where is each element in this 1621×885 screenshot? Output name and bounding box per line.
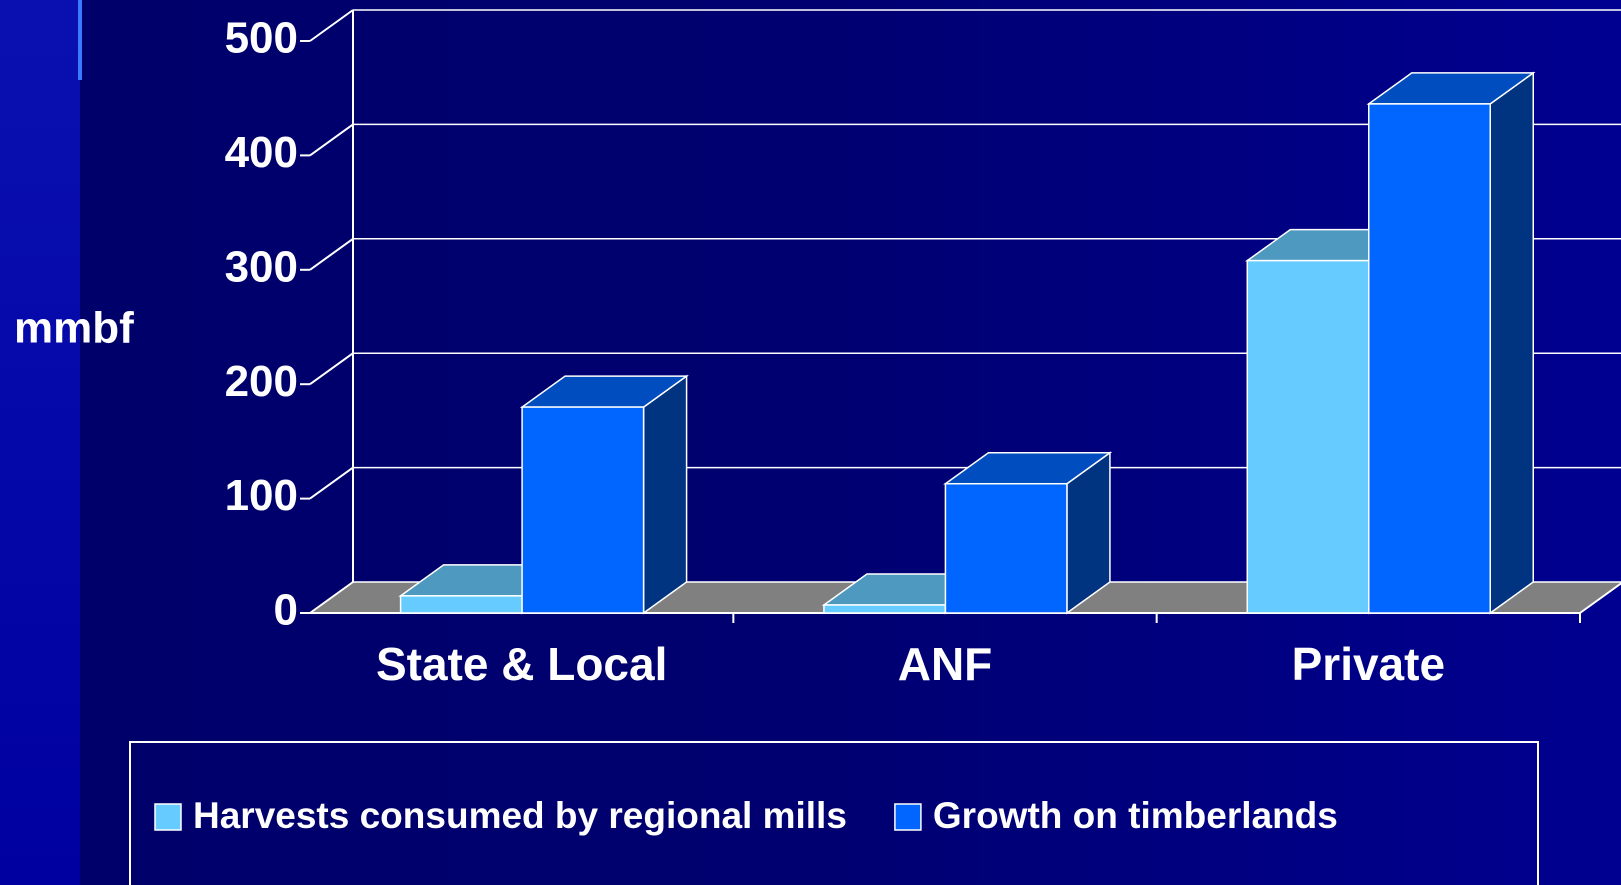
legend-label: Growth on timberlands	[933, 795, 1338, 836]
bar	[521, 406, 645, 614]
side-strip	[0, 0, 80, 885]
x-tick-label: Private	[1292, 638, 1445, 690]
bar-side	[642, 374, 688, 615]
bar	[1246, 259, 1370, 614]
y-axis-label: mmbf	[14, 304, 134, 353]
bar-side	[1489, 71, 1535, 615]
y-tick-label: 300	[225, 242, 298, 291]
x-tick-label: State & Local	[376, 638, 667, 690]
y-tick-label: 500	[225, 14, 298, 63]
grid-diagonal	[309, 237, 354, 271]
bar	[944, 482, 1068, 614]
grid-diagonal	[309, 352, 354, 386]
legend-label: Harvests consumed by regional mills	[193, 795, 847, 836]
x-tick-label: ANF	[898, 638, 993, 690]
x-axis-end	[1579, 582, 1621, 614]
y-tick-label: 100	[225, 471, 298, 520]
bar	[1368, 103, 1492, 614]
y-tick-label: 400	[225, 128, 298, 177]
grid-diagonal	[309, 581, 354, 614]
bar	[823, 604, 947, 614]
y-tick-label: 0	[274, 586, 298, 635]
grid-diagonal	[309, 123, 354, 157]
y-tick-label: 200	[225, 357, 298, 406]
grid-diagonal	[309, 466, 354, 500]
grid-diagonal	[309, 9, 354, 42]
legend-swatch	[894, 803, 922, 831]
legend-swatch	[154, 803, 182, 831]
strip-accent	[78, 0, 82, 80]
legend-box	[129, 741, 1539, 885]
bar	[399, 595, 523, 614]
